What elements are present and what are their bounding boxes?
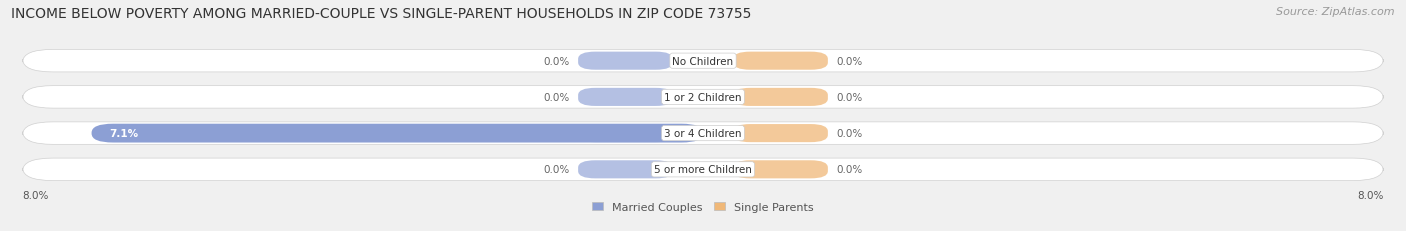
Text: 0.0%: 0.0% [837, 56, 863, 66]
Text: Source: ZipAtlas.com: Source: ZipAtlas.com [1277, 7, 1395, 17]
Legend: Married Couples, Single Parents: Married Couples, Single Parents [588, 198, 818, 216]
FancyBboxPatch shape [22, 86, 1384, 109]
Text: 8.0%: 8.0% [22, 190, 49, 200]
FancyBboxPatch shape [578, 125, 673, 143]
FancyBboxPatch shape [733, 88, 828, 106]
Text: 3 or 4 Children: 3 or 4 Children [664, 128, 742, 139]
FancyBboxPatch shape [578, 161, 673, 179]
FancyBboxPatch shape [733, 52, 828, 70]
Text: 0.0%: 0.0% [543, 56, 569, 66]
FancyBboxPatch shape [22, 122, 1384, 145]
Text: 0.0%: 0.0% [543, 165, 569, 175]
FancyBboxPatch shape [22, 50, 1384, 73]
FancyBboxPatch shape [578, 88, 673, 106]
Text: 7.1%: 7.1% [108, 128, 138, 139]
Text: INCOME BELOW POVERTY AMONG MARRIED-COUPLE VS SINGLE-PARENT HOUSEHOLDS IN ZIP COD: INCOME BELOW POVERTY AMONG MARRIED-COUPL… [11, 7, 752, 21]
Text: 0.0%: 0.0% [543, 92, 569, 103]
FancyBboxPatch shape [91, 124, 703, 143]
Text: 0.0%: 0.0% [837, 165, 863, 175]
Text: No Children: No Children [672, 56, 734, 66]
FancyBboxPatch shape [578, 52, 673, 70]
FancyBboxPatch shape [733, 161, 828, 179]
Text: 0.0%: 0.0% [837, 92, 863, 103]
Text: 5 or more Children: 5 or more Children [654, 165, 752, 175]
FancyBboxPatch shape [733, 125, 828, 143]
FancyBboxPatch shape [22, 158, 1384, 181]
Text: 1 or 2 Children: 1 or 2 Children [664, 92, 742, 103]
Text: 8.0%: 8.0% [1357, 190, 1384, 200]
Text: 0.0%: 0.0% [837, 128, 863, 139]
